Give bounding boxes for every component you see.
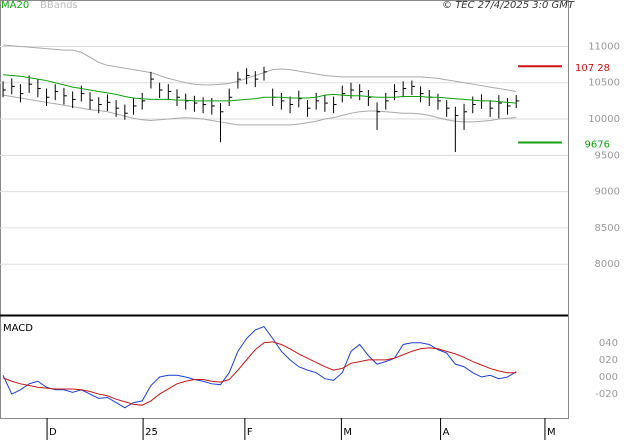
- bb-upper: [3, 44, 517, 92]
- x-tick-label: 25: [145, 427, 158, 438]
- x-tick-label: M: [547, 427, 556, 438]
- x-tick-label: A: [443, 427, 450, 438]
- macd-title: MACD: [3, 323, 33, 334]
- bb-lower: [2, 94, 517, 126]
- y-tick-label: 10500: [588, 78, 620, 89]
- y-tick-label: 8000: [595, 259, 620, 270]
- price-frame: [0, 0, 569, 316]
- legend-ma: MA20: [1, 0, 29, 11]
- credit: © TEC 27/4/2025 3:0 GMT: [442, 0, 575, 11]
- macd-line: [2, 341, 517, 406]
- y-tick-label: 9500: [595, 150, 620, 161]
- y-tick-label: 9000: [595, 187, 620, 198]
- level-label: 9676: [585, 140, 610, 151]
- legend-bbands: BBands: [40, 0, 78, 11]
- x-tick-label: M: [343, 427, 352, 438]
- y-tick-label: 11000: [588, 41, 620, 52]
- x-tick-label: D: [49, 427, 57, 438]
- y-tick-label: -020: [595, 389, 618, 400]
- ma-line: [3, 74, 517, 104]
- level-label: 107 28: [575, 63, 610, 74]
- y-tick-label: 020: [599, 355, 618, 366]
- macd-frame: [0, 315, 569, 419]
- y-tick-label: 000: [599, 372, 618, 383]
- y-tick-label: 8500: [595, 223, 620, 234]
- x-tick-label: F: [247, 427, 253, 438]
- y-tick-label: 10000: [588, 114, 620, 125]
- macd-line: [2, 325, 517, 409]
- y-tick-label: 040: [599, 338, 618, 349]
